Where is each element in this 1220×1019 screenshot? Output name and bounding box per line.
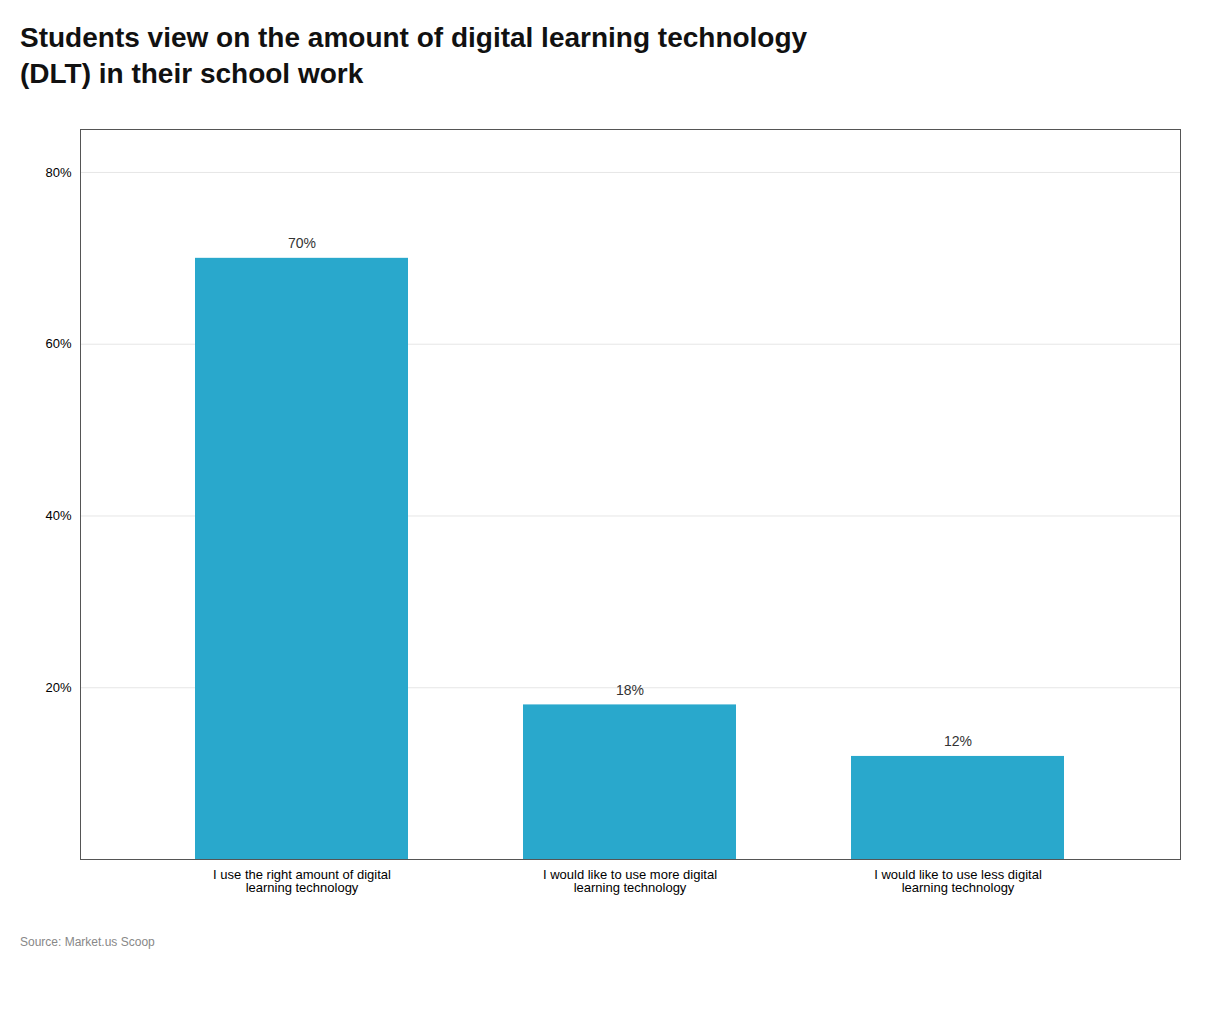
svg-text:I would like to use less digit: I would like to use less digitallearning… <box>874 867 1042 895</box>
svg-text:I use the right amount of digi: I use the right amount of digitallearnin… <box>213 867 391 895</box>
svg-text:80%: 80% <box>45 164 71 179</box>
svg-text:60%: 60% <box>45 336 71 351</box>
html-text:Students view on the amount of: Students view on the amount of digital l… <box>20 22 808 90</box>
svg-text:18%: 18% <box>616 682 644 698</box>
html-text:Source: Market.us Scoop: Source: Market.us Scoop <box>20 934 155 949</box>
svg-text:20%: 20% <box>45 680 71 695</box>
svg-text:I would like to use more digit: I would like to use more digitallearning… <box>543 867 717 895</box>
svg-text:40%: 40% <box>45 508 71 523</box>
svg-text:12%: 12% <box>944 733 972 749</box>
svg-text:70%: 70% <box>288 235 316 251</box>
